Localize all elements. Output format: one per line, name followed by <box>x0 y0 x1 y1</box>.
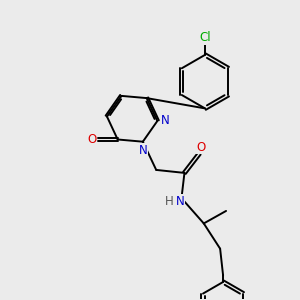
Text: N: N <box>176 195 184 208</box>
Text: Cl: Cl <box>199 32 211 44</box>
Text: N: N <box>139 143 147 157</box>
Text: O: O <box>196 140 206 154</box>
Text: O: O <box>87 133 96 146</box>
Text: N: N <box>161 115 170 128</box>
Text: H: H <box>165 195 173 208</box>
